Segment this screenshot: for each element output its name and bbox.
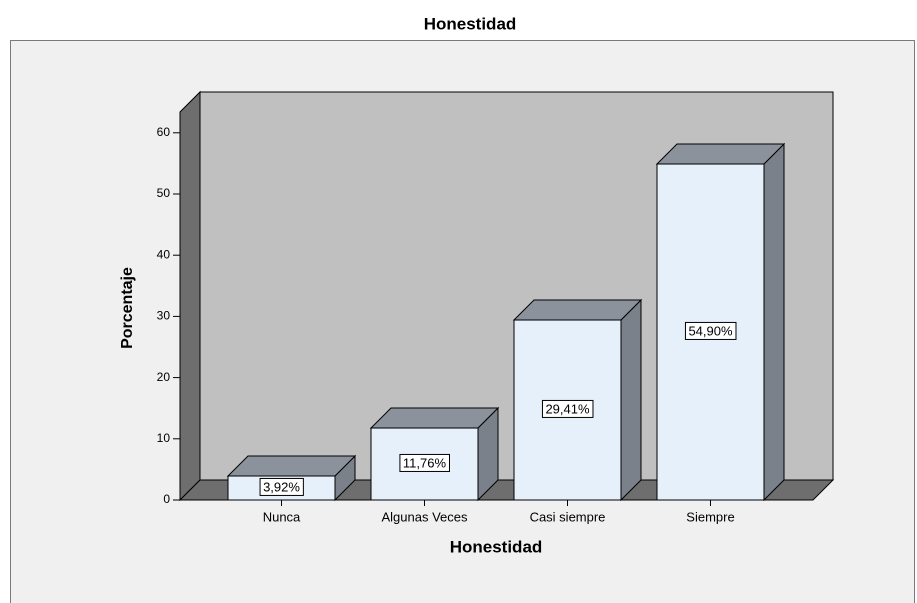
value-label: 54,90%	[688, 323, 733, 338]
bar-side	[620, 298, 642, 502]
value-label: 11,76%	[403, 455, 447, 470]
x-tick-label: Nunca	[263, 509, 301, 524]
chart-title: Honestidad	[424, 14, 517, 33]
x-tick-label: Casi siempre	[530, 509, 606, 524]
value-label-box	[541, 399, 594, 418]
bar-top	[655, 143, 786, 165]
value-label-box	[259, 477, 304, 496]
x-tick-label: Algunas Veces	[381, 509, 468, 524]
y-tick-label: 50	[157, 186, 171, 200]
bar-side	[763, 142, 785, 502]
bar-top	[512, 299, 643, 321]
y-axis-label: Porcentaje	[119, 267, 136, 349]
y-tick-label: 60	[157, 125, 171, 139]
y-tick-label: 10	[157, 431, 171, 445]
x-tick-label: Siempre	[686, 509, 734, 524]
y-tick-label: 0	[163, 492, 170, 506]
x-axis-label: Honestidad	[450, 537, 543, 556]
y-tick-label: 40	[157, 247, 171, 261]
y-tick-label: 20	[157, 370, 171, 384]
bar-top	[369, 407, 500, 429]
value-label: 29,41%	[545, 401, 590, 416]
y-tick-label: 30	[157, 309, 171, 323]
side-wall	[179, 90, 201, 502]
value-label-box	[684, 321, 737, 340]
value-label: 3,92%	[263, 479, 300, 494]
value-label-box	[399, 453, 450, 472]
bar-top	[226, 455, 357, 477]
